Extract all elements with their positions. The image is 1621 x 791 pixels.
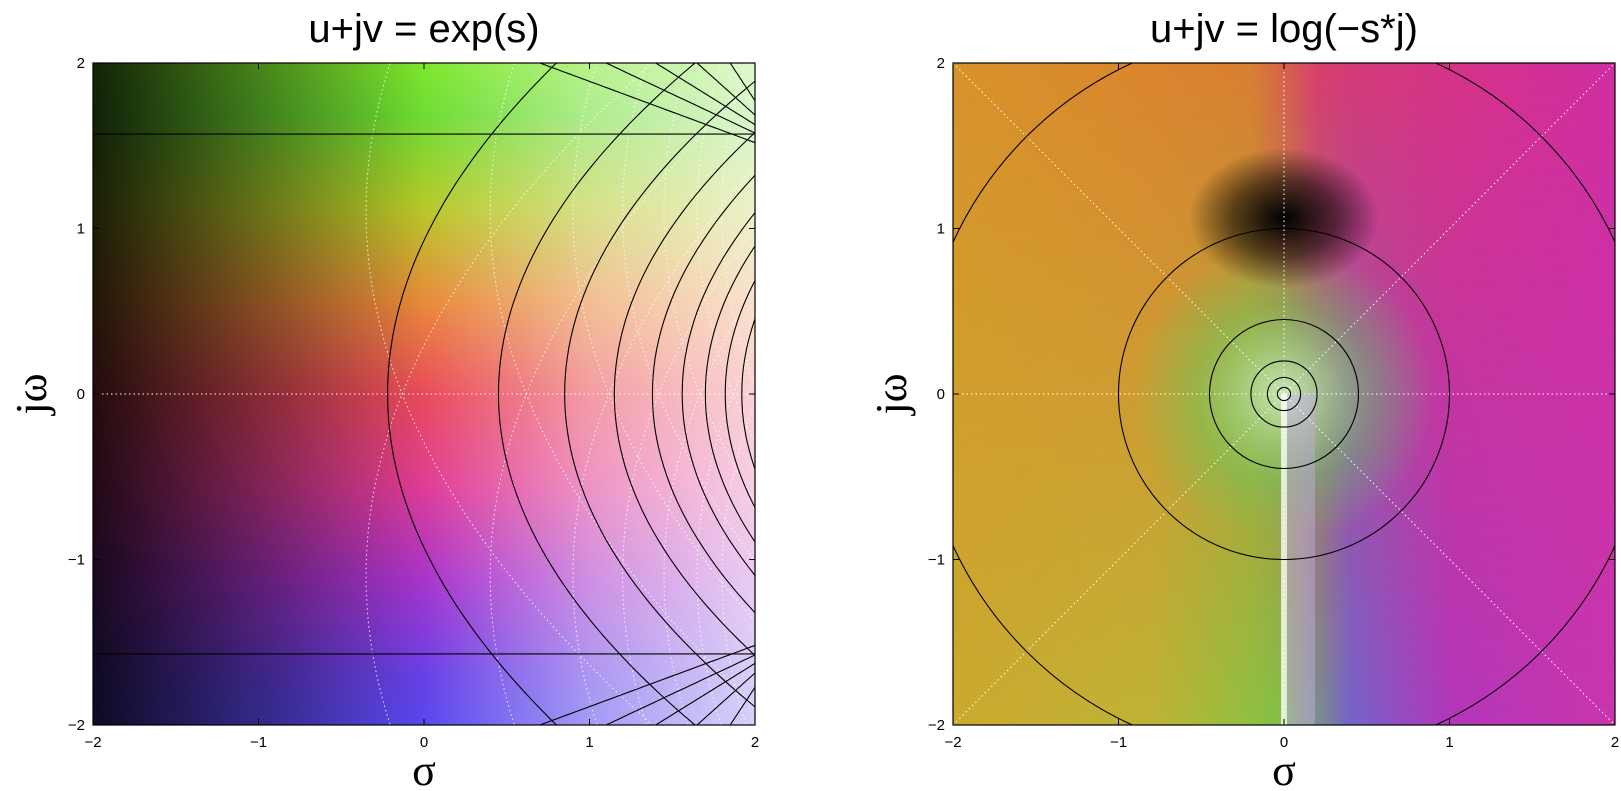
left-x-axis-label: σ [412, 746, 436, 791]
y-tick-label: 2 [937, 55, 945, 72]
contour-curve-corner [729, 63, 755, 102]
contour-curve-corner [696, 672, 755, 725]
left-chart-title: u+jv = exp(s) [308, 7, 539, 51]
x-tick-label: −1 [250, 734, 267, 751]
contour-curve [387, 63, 558, 725]
x-tick-label: 1 [585, 734, 593, 751]
contour-curve [681, 211, 755, 577]
x-tick-label: 0 [1280, 734, 1288, 751]
right-plot-area [953, 63, 1615, 725]
right-chart-title: u+jv = log(−s*j) [1150, 7, 1418, 51]
contour-curve-corner [655, 63, 755, 126]
contour-circle [1250, 360, 1318, 428]
contour-curve [497, 63, 696, 725]
left-y-axis-label: jω [7, 373, 56, 416]
y-tick-label: −2 [68, 717, 85, 734]
right-panel: −2 −1 0 1 2 −2 −1 0 1 2 u+jv = log(−s*j) σ jω [867, 7, 1619, 791]
left-ticks: −2 −1 0 1 2 −2 −1 0 1 2 [68, 55, 759, 751]
y-tick-label: 0 [77, 386, 85, 403]
x-tick-label: −2 [84, 734, 101, 751]
right-white-dotted-lines [953, 63, 1615, 725]
contour-curve [564, 80, 755, 708]
right-black-spot [1189, 148, 1379, 288]
left-contour-lines [93, 63, 755, 725]
right-x-axis-label: σ [1272, 746, 1296, 791]
y-tick-label: 2 [77, 55, 85, 72]
reference-arc [622, 63, 755, 562]
y-tick-label: 1 [937, 221, 945, 238]
contour-curve-corner [655, 662, 755, 725]
contour-curve [651, 174, 755, 614]
x-tick-label: −1 [1110, 734, 1127, 751]
contour-curve-corner [729, 686, 755, 725]
right-ticks: −2 −1 0 1 2 −2 −1 0 1 2 [928, 55, 1619, 751]
reference-arc [365, 63, 654, 725]
x-tick-label: −2 [944, 734, 961, 751]
y-tick-label: −1 [928, 552, 945, 569]
contour-circle [1266, 376, 1302, 412]
x-tick-label: 1 [1445, 734, 1453, 751]
contour-curve [613, 131, 755, 657]
y-tick-label: −2 [928, 717, 945, 734]
y-tick-label: 0 [937, 386, 945, 403]
right-contour-circles [953, 63, 1615, 725]
x-tick-label: 0 [420, 734, 428, 751]
contour-curve [724, 279, 755, 509]
left-plot-area [93, 63, 755, 725]
reference-arc [572, 63, 755, 622]
radial-line [953, 63, 1615, 725]
contour-curve-corner [605, 654, 755, 725]
x-tick-label: 2 [751, 734, 759, 751]
x-tick-label: 2 [1611, 734, 1619, 751]
contour-curve-corner [605, 63, 755, 134]
contour-curve-corner [539, 63, 755, 144]
contour-curve [704, 245, 755, 543]
reference-arc [663, 63, 755, 503]
left-white-dotted-lines [93, 63, 755, 725]
y-tick-label: −1 [68, 552, 85, 569]
contour-circle [1276, 386, 1292, 402]
y-tick-label: 1 [77, 221, 85, 238]
reference-arc [721, 63, 755, 388]
contour-circle [1208, 318, 1360, 470]
left-background-light [93, 63, 755, 725]
contour-circle [1117, 227, 1451, 561]
reference-arc [696, 63, 755, 444]
left-panel: −2 −1 0 1 2 −2 −1 0 1 2 u+jv = exp(s) σ jω [7, 7, 759, 791]
contour-curve-corner [539, 644, 755, 725]
contour-curve-corner [696, 63, 755, 116]
right-y-axis-label: jω [867, 373, 916, 416]
reference-arc [489, 63, 755, 707]
contour-curve [741, 317, 755, 471]
